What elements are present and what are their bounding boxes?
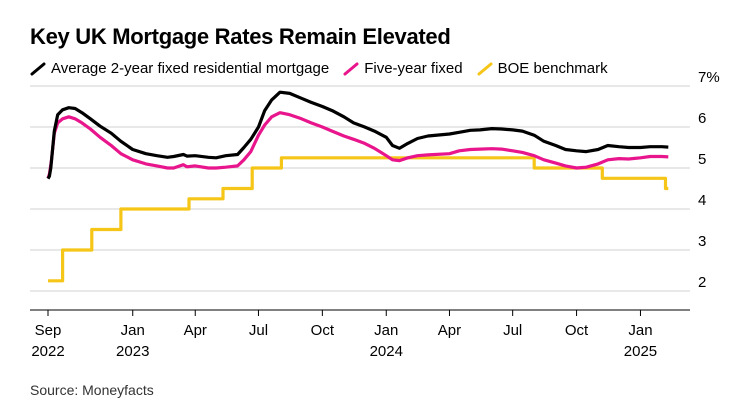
legend-label-boe: BOE benchmark bbox=[497, 60, 608, 77]
y-tick-label: 4 bbox=[698, 192, 706, 209]
series-lines bbox=[46, 90, 669, 283]
x-tick-label: Jan bbox=[374, 322, 398, 339]
x-tick-label: Oct bbox=[565, 322, 589, 339]
legend-label-two-year: Average 2-year fixed residential mortgag… bbox=[51, 60, 330, 77]
y-tick-label: 2 bbox=[698, 274, 706, 291]
y-tick-label: 3 bbox=[698, 233, 706, 250]
legend: Average 2-year fixed residential mortgag… bbox=[30, 60, 622, 77]
x-tick-year: 2025 bbox=[624, 343, 657, 360]
x-tick-label: Jul bbox=[503, 322, 522, 339]
legend-swatch-black-icon bbox=[30, 62, 46, 75]
x-tick-label: Jan bbox=[628, 322, 652, 339]
x-tick-label: Jan bbox=[121, 322, 145, 339]
chart-title: Key UK Mortgage Rates Remain Elevated bbox=[30, 24, 451, 49]
x-tick-label: Oct bbox=[311, 322, 335, 339]
x-tick-year: 2022 bbox=[31, 343, 64, 360]
x-tick-label: Jul bbox=[249, 322, 268, 339]
legend-item-two-year: Average 2-year fixed residential mortgag… bbox=[30, 60, 329, 77]
x-axis-ticks: Sep 2022 Jan 2023 Apr Jul Oct Jan 2024 Apr Jul Oct J… bbox=[31, 310, 657, 360]
series-line-0 bbox=[46, 90, 669, 180]
y-axis-ticks: 2 3 4 5 6 7% bbox=[698, 69, 720, 291]
x-tick-label: Apr bbox=[184, 322, 207, 339]
y-tick-label: 6 bbox=[698, 110, 706, 127]
legend-item-five-year: Five-year fixed bbox=[343, 60, 463, 77]
y-tick-label: 7% bbox=[698, 69, 720, 86]
legend-swatch-yellow-icon bbox=[477, 62, 493, 75]
series-line-1 bbox=[46, 111, 669, 179]
source-note: Source: Moneyfacts bbox=[30, 382, 154, 398]
x-tick-label: Apr bbox=[438, 322, 461, 339]
x-tick-label: Sep bbox=[35, 322, 62, 339]
x-tick-year: 2024 bbox=[370, 343, 403, 360]
y-tick-label: 5 bbox=[698, 151, 706, 168]
legend-item-boe: BOE benchmark bbox=[477, 60, 608, 77]
gridlines bbox=[30, 85, 690, 311]
legend-label-five-year: Five-year fixed bbox=[364, 60, 463, 77]
series-line-2 bbox=[48, 156, 669, 283]
x-tick-year: 2023 bbox=[116, 343, 149, 360]
legend-swatch-magenta-icon bbox=[343, 62, 359, 75]
